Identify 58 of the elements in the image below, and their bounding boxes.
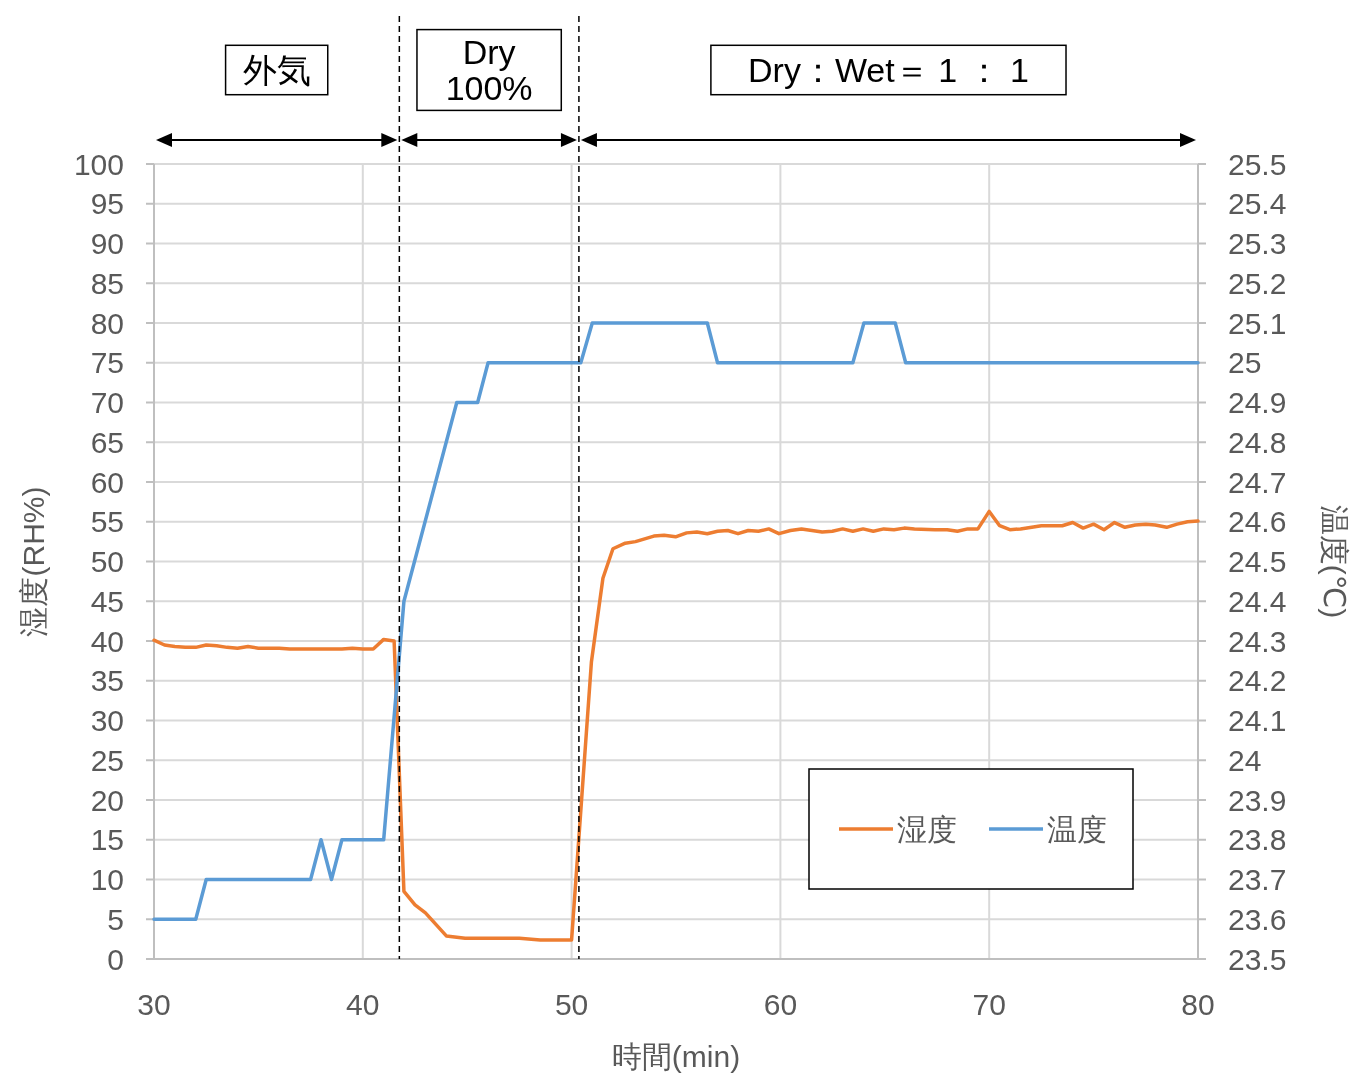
y2-tick-label: 24.6 — [1228, 505, 1287, 539]
y-tick-label: 85 — [90, 266, 124, 300]
y2-tick-label: 25.4 — [1228, 187, 1287, 221]
text: Dry：Wet＝ 1 ： 1 — [748, 50, 1029, 89]
y2-tick-label: 23.9 — [1228, 783, 1287, 817]
y-tick-label: 30 — [90, 704, 124, 737]
y2-tick-label: 24.2 — [1228, 664, 1287, 698]
legend-label: 湿度 — [897, 812, 957, 846]
y-tick-label: 15 — [90, 823, 124, 857]
x-tick-label: 30 — [137, 988, 171, 1021]
y-tick-label: 80 — [90, 306, 124, 340]
y-tick-label: 65 — [90, 425, 124, 459]
y-tick-label: 95 — [90, 187, 124, 221]
legend-label: 温度 — [1047, 812, 1107, 846]
y2-tick-label: 24.9 — [1228, 386, 1287, 419]
y2-tick-label: 25 — [1228, 346, 1262, 380]
y-tick-label: 75 — [90, 346, 124, 380]
y-tick-label: 40 — [90, 624, 124, 658]
y2-tick-label: 24.3 — [1228, 624, 1287, 658]
y2-tick-label: 24.1 — [1228, 704, 1287, 737]
y-tick-label: 50 — [90, 545, 124, 578]
x-axis-title: 時間(min) — [611, 1040, 741, 1073]
x-tick-label: 80 — [1181, 988, 1215, 1021]
y2-tick-label: 24.5 — [1228, 545, 1287, 578]
line-series — [152, 321, 1200, 921]
y-axis-title: 湿度(RH%) — [17, 486, 50, 637]
x-tick-label: 40 — [346, 988, 380, 1021]
y-tick-label: 100 — [73, 147, 124, 181]
y-tick-label: 10 — [90, 863, 124, 896]
y2-tick-label: 23.6 — [1228, 902, 1287, 936]
x-tick-label: 60 — [763, 988, 798, 1021]
y2-tick-label: 24.4 — [1228, 584, 1287, 618]
y2-tick-label: 25.2 — [1228, 266, 1287, 300]
y-tick-label: 0 — [107, 942, 124, 976]
y2-tick-label: 24 — [1228, 743, 1262, 777]
y2-tick-label: 24.7 — [1228, 465, 1287, 499]
line-series — [152, 509, 1200, 942]
x-tick-label: 70 — [972, 988, 1006, 1021]
y2-tick-label: 25.1 — [1228, 306, 1287, 340]
y-tick-label: 55 — [90, 505, 124, 539]
y-tick-label: 60 — [90, 465, 124, 499]
y-tick-label: 45 — [90, 584, 124, 618]
x-tick-label: 50 — [554, 988, 589, 1021]
y2-tick-label: 23.7 — [1228, 863, 1287, 896]
y2-tick-label: 23.5 — [1228, 942, 1287, 976]
y2-tick-label: 25.3 — [1228, 227, 1287, 260]
y2-axis-title: 温度(℃) — [1318, 504, 1351, 619]
y2-tick-label: 24.8 — [1228, 425, 1287, 459]
y2-tick-label: 25.5 — [1228, 147, 1287, 181]
y-tick-label: 25 — [90, 743, 124, 777]
y-tick-label: 5 — [107, 902, 124, 936]
text: Dry 100% — [445, 33, 533, 107]
y-tick-label: 20 — [90, 783, 124, 817]
y-tick-label: 90 — [90, 227, 124, 260]
y2-tick-label: 23.8 — [1228, 823, 1287, 857]
text: 外気 — [242, 50, 311, 89]
y-tick-label: 70 — [90, 386, 124, 419]
y-tick-label: 35 — [90, 664, 124, 698]
